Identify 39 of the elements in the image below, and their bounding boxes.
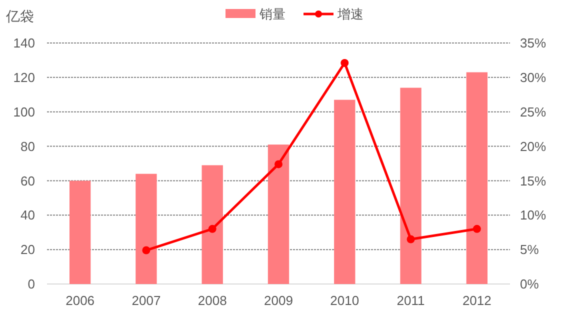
point	[142, 246, 150, 254]
point	[406, 235, 415, 244]
y2-tick-label: 15%	[520, 173, 546, 188]
y2-tick-label: 5%	[520, 242, 540, 258]
y2-tick-label: 0%	[520, 276, 540, 292]
x-tick-label: 2009	[264, 293, 293, 308]
y2-tick-label: 30%	[520, 70, 546, 85]
y2-tick-label: 20%	[520, 138, 546, 154]
bar	[136, 174, 157, 284]
y2-tick-label: 35%	[520, 36, 546, 51]
y-tick-label: 120	[13, 70, 35, 85]
x-tick-label: 2008	[198, 293, 227, 308]
point	[274, 160, 282, 168]
y-axis-title: 亿袋	[5, 8, 34, 24]
point	[208, 224, 216, 233]
bar	[202, 165, 223, 284]
y-tick-label: 140	[13, 36, 35, 51]
bar	[466, 72, 488, 284]
x-tick-label: 2012	[462, 293, 492, 308]
bar	[268, 144, 290, 284]
x-tick-label: 2011	[396, 293, 425, 308]
y2-tick-label: 25%	[520, 104, 546, 120]
legend-label: 增速	[336, 6, 364, 22]
y-tick-label: 60	[20, 173, 35, 188]
bar	[69, 180, 91, 284]
y2-tick-label: 10%	[520, 208, 546, 223]
x-tick-label: 2006	[66, 293, 95, 308]
point	[340, 58, 349, 67]
y-tick-label: 40	[20, 208, 35, 223]
y-tick-label: 100	[13, 104, 35, 120]
y-tick-label: 0	[28, 276, 35, 292]
point	[472, 224, 481, 233]
legend-label: 销量	[258, 6, 286, 22]
y-tick-label: 80	[20, 138, 35, 154]
y-tick-label: 20	[20, 242, 35, 258]
bar	[400, 88, 422, 284]
x-tick-label: 2007	[132, 293, 161, 308]
bar	[334, 100, 356, 284]
x-tick-label: 2010	[330, 293, 360, 308]
